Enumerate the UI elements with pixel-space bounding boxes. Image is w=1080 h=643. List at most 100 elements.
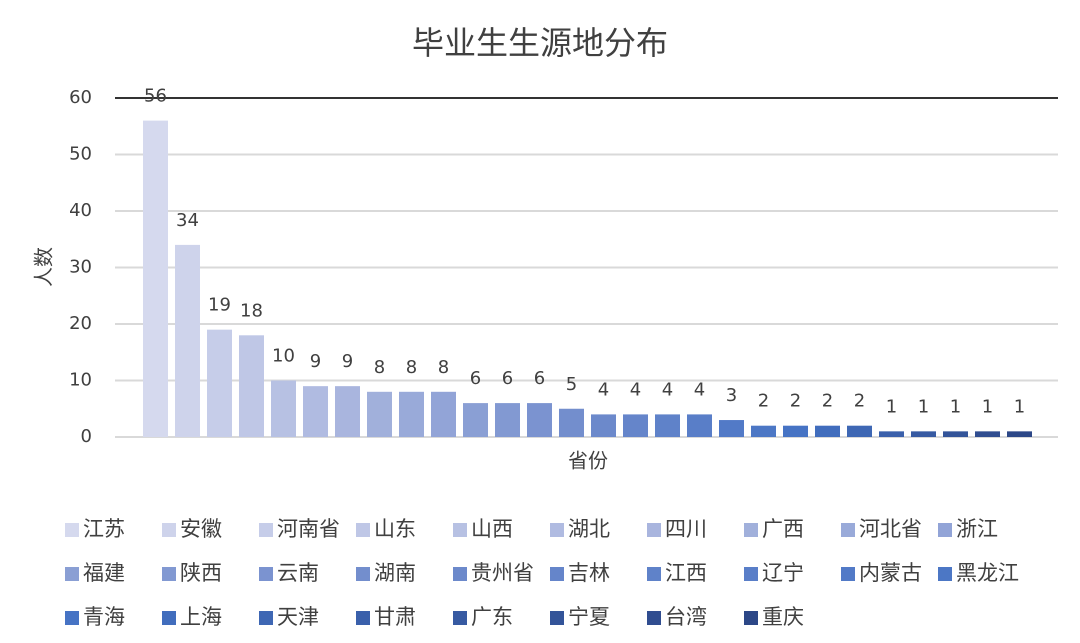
legend-swatch — [938, 567, 952, 581]
y-axis-title: 人数 — [32, 247, 56, 287]
data-label: 3 — [726, 385, 737, 406]
legend-label: 辽宁 — [762, 561, 804, 585]
legend-swatch — [259, 611, 273, 625]
data-label: 4 — [662, 379, 673, 400]
bar — [719, 420, 744, 437]
data-label: 1 — [886, 396, 897, 417]
legend-label: 广东 — [471, 605, 513, 629]
legend-label: 河南省 — [277, 517, 340, 541]
bar — [943, 431, 968, 437]
data-label: 9 — [310, 351, 321, 372]
y-tick-label: 10 — [69, 370, 92, 391]
legend-swatch — [938, 523, 952, 537]
data-label: 56 — [144, 86, 167, 107]
legend-swatch — [259, 567, 273, 581]
legend-swatch — [259, 523, 273, 537]
bar — [271, 380, 296, 437]
legend-label: 福建 — [83, 561, 125, 585]
legend-label: 陕西 — [180, 561, 222, 585]
legend-swatch — [550, 523, 564, 537]
legend-swatch — [65, 611, 79, 625]
bar — [751, 425, 776, 437]
data-label: 6 — [502, 368, 513, 389]
data-label: 4 — [598, 379, 609, 400]
legend-swatch — [453, 611, 467, 625]
legend-label: 广西 — [762, 517, 804, 541]
data-label: 19 — [208, 295, 231, 316]
data-label: 8 — [438, 357, 449, 378]
legend-swatch — [744, 523, 758, 537]
data-label: 6 — [470, 368, 481, 389]
bar — [655, 414, 680, 437]
bar — [847, 425, 872, 437]
bar — [495, 403, 520, 437]
legend-swatch — [356, 567, 370, 581]
legend-label: 山西 — [471, 517, 513, 541]
data-label: 6 — [534, 368, 545, 389]
data-label: 9 — [342, 351, 353, 372]
legend-label: 上海 — [180, 605, 222, 629]
legend-swatch — [65, 523, 79, 537]
chart-title: 毕业生生源地分布 — [412, 24, 668, 62]
bar — [559, 408, 584, 437]
bar — [815, 425, 840, 437]
bar — [687, 414, 712, 437]
legend-swatch — [356, 611, 370, 625]
data-label: 1 — [1014, 396, 1025, 417]
legend-label: 安徽 — [180, 517, 222, 541]
data-label: 8 — [406, 357, 417, 378]
data-label: 34 — [176, 210, 199, 231]
y-tick-label: 20 — [69, 313, 92, 334]
bar — [431, 391, 456, 437]
bar — [239, 335, 264, 437]
bar — [463, 403, 488, 437]
legend-swatch — [647, 611, 661, 625]
data-label: 2 — [758, 391, 769, 412]
legend-swatch — [744, 567, 758, 581]
data-label: 2 — [790, 391, 801, 412]
bar — [975, 431, 1000, 437]
legend-label: 云南 — [277, 561, 319, 585]
bar — [207, 329, 232, 437]
legend-label: 吉林 — [568, 561, 610, 585]
data-label: 1 — [950, 396, 961, 417]
bar — [1007, 431, 1032, 437]
data-label: 5 — [566, 374, 577, 395]
legend-swatch — [65, 567, 79, 581]
legend-label: 天津 — [277, 605, 319, 629]
y-tick-label: 40 — [69, 200, 92, 221]
data-label: 2 — [822, 391, 833, 412]
legend-swatch — [550, 611, 564, 625]
y-tick-label: 30 — [69, 257, 92, 278]
bar — [143, 120, 168, 437]
data-label: 1 — [918, 396, 929, 417]
legend-label: 江西 — [665, 561, 707, 585]
legend-label: 台湾 — [665, 605, 707, 629]
legend-label: 宁夏 — [568, 605, 610, 629]
bar — [911, 431, 936, 437]
legend-swatch — [647, 523, 661, 537]
bar — [399, 391, 424, 437]
legend-swatch — [841, 567, 855, 581]
legend-swatch — [647, 567, 661, 581]
data-label: 4 — [694, 379, 705, 400]
legend-swatch — [162, 611, 176, 625]
data-label: 8 — [374, 357, 385, 378]
bar — [303, 386, 328, 437]
x-axis-title: 省份 — [568, 449, 608, 473]
bar — [591, 414, 616, 437]
legend-label: 内蒙古 — [859, 561, 922, 585]
data-label: 2 — [854, 391, 865, 412]
legend-label: 湖北 — [568, 517, 610, 541]
legend-label: 河北省 — [859, 517, 922, 541]
legend-label: 四川 — [665, 517, 707, 541]
bar — [175, 244, 200, 437]
legend-label: 湖南 — [374, 561, 416, 585]
legend-label: 重庆 — [762, 605, 804, 629]
bar — [367, 391, 392, 437]
legend-label: 甘肃 — [374, 605, 416, 629]
data-label: 18 — [240, 300, 263, 321]
legend-label: 江苏 — [83, 517, 125, 541]
bar — [783, 425, 808, 437]
